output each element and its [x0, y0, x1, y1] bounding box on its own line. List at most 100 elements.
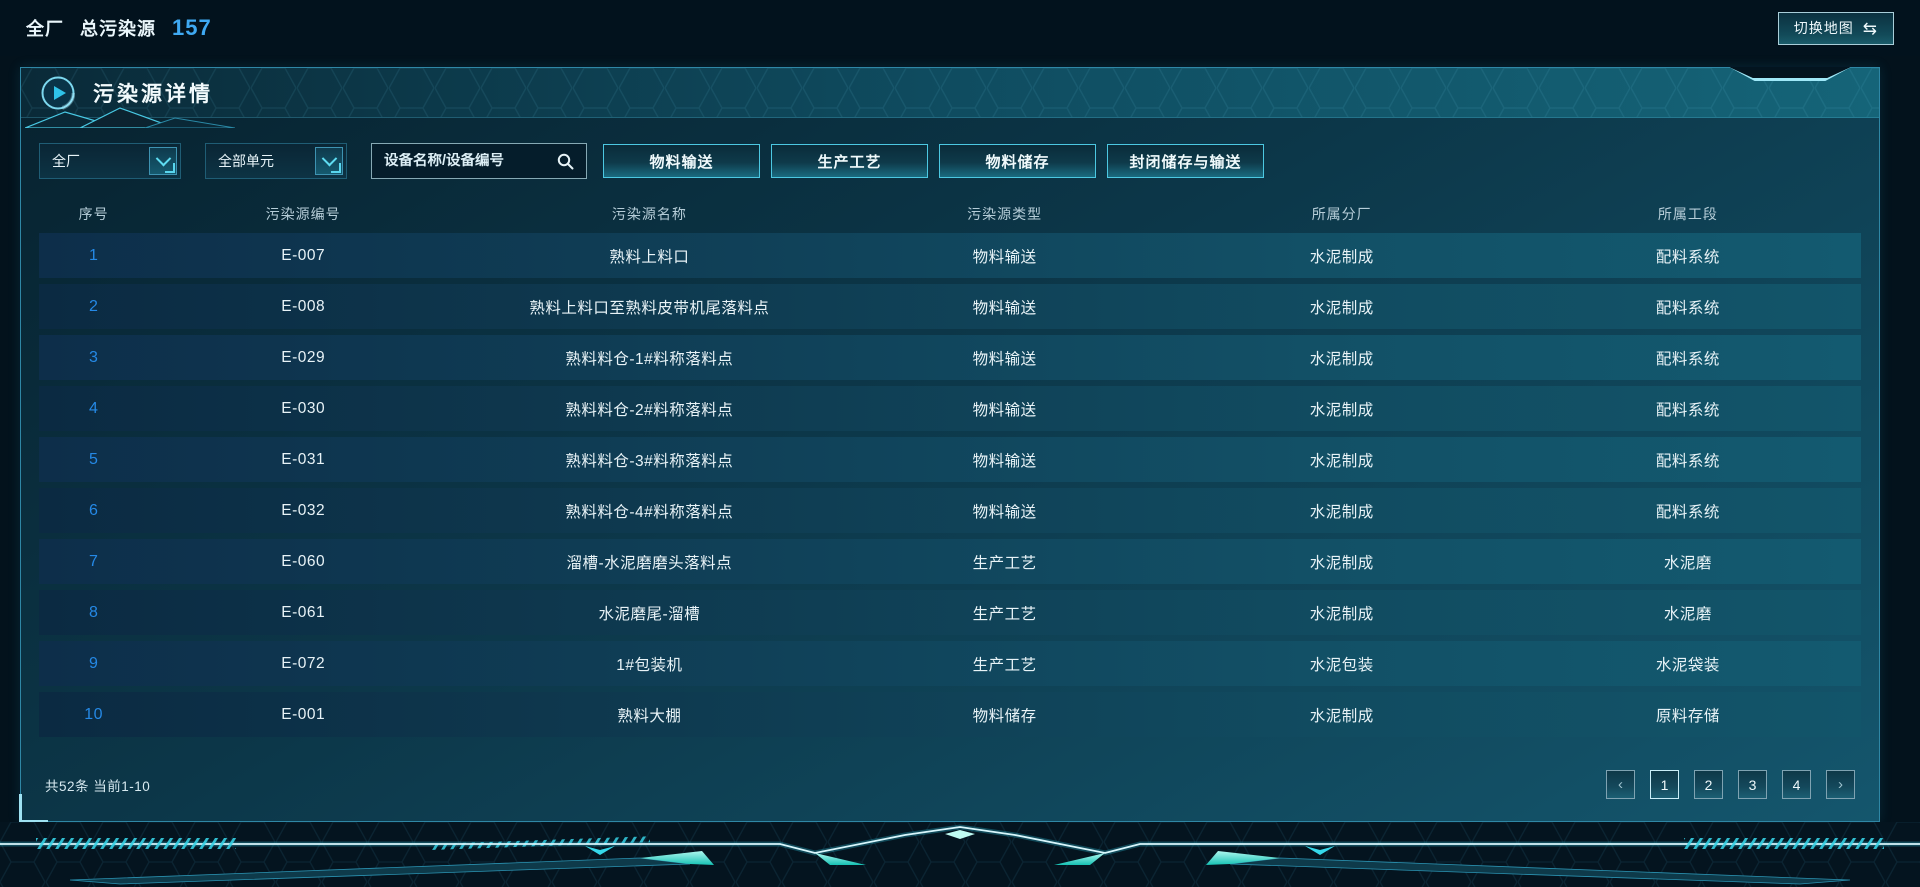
table-cell: 熟料大棚 — [617, 707, 682, 725]
table-row[interactable]: 10 E-001 熟料大棚 物料储存 水泥制成 原料存储 — [39, 692, 1861, 737]
table-row[interactable]: 9 E-072 1#包装机 生产工艺 水泥包装 水泥袋装 — [39, 641, 1861, 686]
chevron-down-icon — [321, 150, 337, 166]
column-header: 序号 — [78, 206, 109, 222]
table-cell: E-030 — [281, 399, 326, 417]
header-corner-decoration — [25, 107, 235, 128]
table-header: 序号 污染源编号 污染源名称 污染源类型 所属分厂 所属工段 — [39, 201, 1861, 227]
total-pollution-label: 总污染源 — [80, 19, 156, 39]
filter-type-button[interactable]: 物料储存 — [939, 144, 1096, 178]
unit-select[interactable]: 全部单元 — [205, 143, 347, 179]
table-cell: 水泥磨 — [1663, 605, 1712, 623]
table-cell: 生产工艺 — [972, 656, 1037, 674]
table-cell: 物料储存 — [972, 707, 1037, 725]
table-cell: 水泥制成 — [1309, 503, 1374, 521]
header-notch-decoration — [1729, 67, 1851, 81]
table-cell: 配料系统 — [1655, 248, 1720, 266]
row-index: 2 — [88, 297, 99, 315]
table-cell: 配料系统 — [1655, 401, 1720, 419]
row-index: 7 — [88, 552, 99, 570]
search-box — [371, 143, 587, 179]
page-button[interactable]: 2 — [1694, 770, 1723, 799]
table-cell: 物料输送 — [972, 248, 1037, 266]
table-cell: 水泥磨尾-溜槽 — [598, 605, 701, 623]
scope-label: 全厂 — [26, 19, 64, 39]
table-cell: 物料输送 — [972, 401, 1037, 419]
table-row[interactable]: 3 E-029 熟料料仓-1#料称落料点 物料输送 水泥制成 配料系统 — [39, 335, 1861, 380]
table-cell: 水泥袋装 — [1655, 656, 1720, 674]
table-row[interactable]: 2 E-008 熟料上料口至熟料皮带机尾落料点 物料输送 水泥制成 配料系统 — [39, 284, 1861, 329]
prev-page-button[interactable]: ‹ — [1606, 770, 1635, 799]
top-bar: 全厂 总污染源 157 切换地图 ⇆ — [0, 0, 1920, 56]
table-cell: 生产工艺 — [972, 554, 1037, 572]
bottom-frame-decoration — [0, 822, 1920, 887]
filter-type-button[interactable]: 物料输送 — [603, 144, 760, 178]
page-button[interactable]: 3 — [1738, 770, 1767, 799]
factory-select[interactable]: 全厂 — [39, 143, 181, 179]
unit-select-value: 全部单元 — [218, 153, 274, 169]
table-cell: E-001 — [281, 705, 326, 723]
table-cell: 水泥制成 — [1309, 452, 1374, 470]
table-cell: 水泥制成 — [1309, 401, 1374, 419]
table-cell: E-061 — [281, 603, 326, 621]
table-cell: E-031 — [281, 450, 326, 468]
table-cell: 配料系统 — [1655, 503, 1720, 521]
table-cell: 熟料上料口至熟料皮带机尾落料点 — [529, 299, 770, 317]
page-title: 全厂 总污染源 157 — [26, 15, 212, 41]
row-index: 4 — [88, 399, 99, 417]
search-icon[interactable] — [557, 153, 574, 170]
table-cell: 配料系统 — [1655, 452, 1720, 470]
table-row[interactable]: 6 E-032 熟料料仓-4#料称落料点 物料输送 水泥制成 配料系统 — [39, 488, 1861, 533]
table-cell: 熟料料仓-1#料称落料点 — [565, 350, 734, 368]
dropdown-toggle[interactable] — [315, 147, 343, 175]
chevron-down-icon — [155, 150, 171, 166]
switch-map-button[interactable]: 切换地图 ⇆ — [1777, 11, 1894, 45]
table-cell: 物料输送 — [972, 452, 1037, 470]
table-cell: 1#包装机 — [616, 656, 683, 674]
table-row[interactable]: 7 E-060 溜槽-水泥磨磨头落料点 生产工艺 水泥制成 水泥磨 — [39, 539, 1861, 584]
table-row[interactable]: 4 E-030 熟料料仓-2#料称落料点 物料输送 水泥制成 配料系统 — [39, 386, 1861, 431]
dropdown-toggle[interactable] — [149, 147, 177, 175]
table-cell: 物料输送 — [972, 350, 1037, 368]
page-button[interactable]: 1 — [1650, 770, 1679, 799]
table-cell: 水泥制成 — [1309, 299, 1374, 317]
row-index: 3 — [88, 348, 99, 366]
pollution-detail-panel: 污染源详情 全厂 全部单元 — [19, 67, 1880, 823]
table-cell: 熟料上料口 — [609, 248, 690, 266]
column-header: 所属分厂 — [1311, 206, 1372, 222]
panel-title: 污染源详情 — [93, 82, 213, 106]
swap-arrows-icon: ⇆ — [1862, 18, 1878, 38]
table-cell: 水泥制成 — [1309, 605, 1374, 623]
table-cell: 熟料料仓-2#料称落料点 — [565, 401, 734, 419]
row-index: 10 — [84, 705, 104, 723]
table-cell: 熟料料仓-4#料称落料点 — [565, 503, 734, 521]
table-cell: E-008 — [281, 297, 326, 315]
page-button[interactable]: 4 — [1782, 770, 1811, 799]
column-header: 污染源编号 — [265, 206, 341, 222]
table-cell: 水泥磨 — [1663, 554, 1712, 572]
total-pollution-count: 157 — [172, 15, 212, 40]
filter-type-button[interactable]: 生产工艺 — [771, 144, 928, 178]
table-cell: 物料输送 — [972, 299, 1037, 317]
next-page-button[interactable]: › — [1826, 770, 1855, 799]
filter-type-button[interactable]: 封闭储存与输送 — [1107, 144, 1264, 178]
type-filter-buttons: 物料输送 生产工艺 物料储存 封闭储存与输送 — [603, 144, 1264, 178]
search-input[interactable] — [372, 153, 557, 169]
table-cell: 水泥制成 — [1309, 554, 1374, 572]
table-cell: E-032 — [281, 501, 326, 519]
record-summary: 共52条 当前1-10 — [45, 779, 151, 794]
table-row[interactable]: 1 E-007 熟料上料口 物料输送 水泥制成 配料系统 — [39, 233, 1861, 278]
row-index: 5 — [88, 450, 99, 468]
table-cell: 配料系统 — [1655, 350, 1720, 368]
table-cell: 水泥制成 — [1309, 248, 1374, 266]
table-cell: E-060 — [281, 552, 326, 570]
table-row[interactable]: 5 E-031 熟料料仓-3#料称落料点 物料输送 水泥制成 配料系统 — [39, 437, 1861, 482]
hexagon-texture — [21, 68, 1879, 117]
table-cell: 生产工艺 — [972, 605, 1037, 623]
table-cell: 水泥制成 — [1309, 707, 1374, 725]
table-row[interactable]: 8 E-061 水泥磨尾-溜槽 生产工艺 水泥制成 水泥磨 — [39, 590, 1861, 635]
factory-select-value: 全厂 — [52, 153, 80, 169]
table-cell: 溜槽-水泥磨磨头落料点 — [566, 554, 733, 572]
